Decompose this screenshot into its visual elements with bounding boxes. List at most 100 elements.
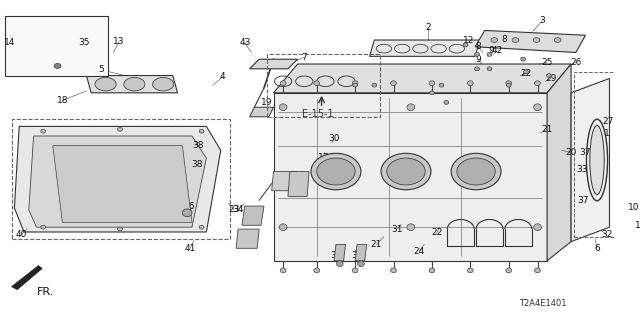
Text: 17: 17 — [317, 153, 329, 162]
Ellipse shape — [506, 81, 511, 86]
Ellipse shape — [372, 83, 377, 87]
Text: 19: 19 — [261, 98, 273, 107]
Text: 20: 20 — [565, 148, 577, 157]
Text: 6: 6 — [594, 244, 600, 253]
Ellipse shape — [41, 129, 45, 133]
Ellipse shape — [279, 104, 287, 111]
Text: FR.: FR. — [36, 287, 54, 298]
Ellipse shape — [534, 104, 541, 111]
Ellipse shape — [475, 67, 479, 71]
Text: 9: 9 — [475, 55, 481, 64]
Ellipse shape — [95, 77, 116, 91]
Ellipse shape — [547, 74, 552, 77]
Text: 11: 11 — [636, 221, 640, 230]
Ellipse shape — [407, 104, 415, 111]
Text: 9: 9 — [488, 46, 494, 55]
Text: 39: 39 — [351, 252, 363, 260]
Ellipse shape — [390, 81, 396, 86]
Ellipse shape — [554, 38, 561, 43]
Ellipse shape — [429, 268, 435, 273]
Ellipse shape — [429, 91, 435, 95]
Text: 4: 4 — [220, 72, 225, 81]
Text: 38: 38 — [191, 160, 202, 169]
Ellipse shape — [352, 268, 358, 273]
Text: 10: 10 — [628, 204, 639, 212]
Ellipse shape — [381, 153, 431, 190]
Bar — [4, 16, 108, 76]
Polygon shape — [29, 136, 206, 227]
Text: 7: 7 — [301, 53, 307, 62]
Text: 39: 39 — [330, 252, 342, 260]
Polygon shape — [86, 76, 177, 93]
Polygon shape — [288, 172, 309, 196]
Text: 26: 26 — [570, 58, 582, 67]
Ellipse shape — [152, 77, 173, 91]
Text: 24: 24 — [414, 247, 425, 256]
Ellipse shape — [118, 127, 122, 131]
Text: 23: 23 — [228, 205, 240, 214]
Ellipse shape — [491, 38, 498, 43]
Ellipse shape — [524, 70, 529, 74]
Text: 31: 31 — [392, 225, 403, 234]
Ellipse shape — [463, 43, 468, 47]
Polygon shape — [271, 172, 298, 191]
Polygon shape — [14, 126, 221, 232]
Ellipse shape — [506, 83, 511, 87]
Ellipse shape — [533, 38, 540, 43]
Text: 37: 37 — [579, 148, 590, 157]
Text: 43: 43 — [239, 38, 250, 47]
Ellipse shape — [475, 52, 479, 56]
Text: T2A4E1401: T2A4E1401 — [519, 300, 566, 308]
Ellipse shape — [182, 209, 192, 217]
Ellipse shape — [429, 81, 435, 86]
Text: 35: 35 — [79, 38, 90, 47]
Polygon shape — [571, 78, 609, 242]
Ellipse shape — [353, 83, 358, 87]
Ellipse shape — [199, 225, 204, 229]
Polygon shape — [475, 30, 586, 52]
Ellipse shape — [439, 83, 444, 87]
Ellipse shape — [314, 81, 319, 86]
Text: 28: 28 — [275, 182, 286, 191]
Text: 12: 12 — [463, 36, 474, 45]
Ellipse shape — [467, 268, 473, 273]
Ellipse shape — [534, 268, 540, 273]
Ellipse shape — [54, 64, 61, 68]
Polygon shape — [273, 64, 571, 93]
Text: 2: 2 — [425, 23, 431, 32]
Ellipse shape — [451, 153, 501, 190]
Text: 42: 42 — [492, 46, 503, 55]
Ellipse shape — [512, 38, 519, 43]
Ellipse shape — [444, 100, 449, 104]
Text: 8: 8 — [501, 35, 507, 44]
Text: 3: 3 — [540, 16, 545, 25]
Text: 34: 34 — [232, 205, 244, 214]
Ellipse shape — [199, 129, 204, 133]
Polygon shape — [355, 244, 367, 261]
Ellipse shape — [314, 268, 319, 273]
Ellipse shape — [467, 81, 473, 86]
Text: 8: 8 — [475, 42, 481, 51]
Text: 15: 15 — [236, 240, 248, 249]
Polygon shape — [52, 146, 192, 222]
Ellipse shape — [311, 153, 361, 190]
Text: 38: 38 — [192, 141, 204, 150]
Text: 1: 1 — [604, 129, 609, 138]
Text: 21: 21 — [371, 240, 382, 249]
Ellipse shape — [390, 268, 396, 273]
Text: 29: 29 — [545, 74, 557, 83]
Ellipse shape — [41, 225, 45, 229]
Ellipse shape — [280, 268, 286, 273]
Ellipse shape — [280, 81, 286, 86]
Ellipse shape — [590, 125, 604, 195]
Text: 25: 25 — [541, 58, 553, 67]
Text: 36: 36 — [183, 202, 195, 211]
Text: 40: 40 — [15, 230, 27, 239]
Text: 33: 33 — [576, 165, 588, 174]
Ellipse shape — [534, 81, 540, 86]
Text: 5: 5 — [98, 65, 104, 74]
Text: 18: 18 — [56, 96, 68, 105]
Ellipse shape — [352, 81, 358, 86]
Text: 32: 32 — [601, 230, 612, 239]
Polygon shape — [369, 40, 480, 56]
